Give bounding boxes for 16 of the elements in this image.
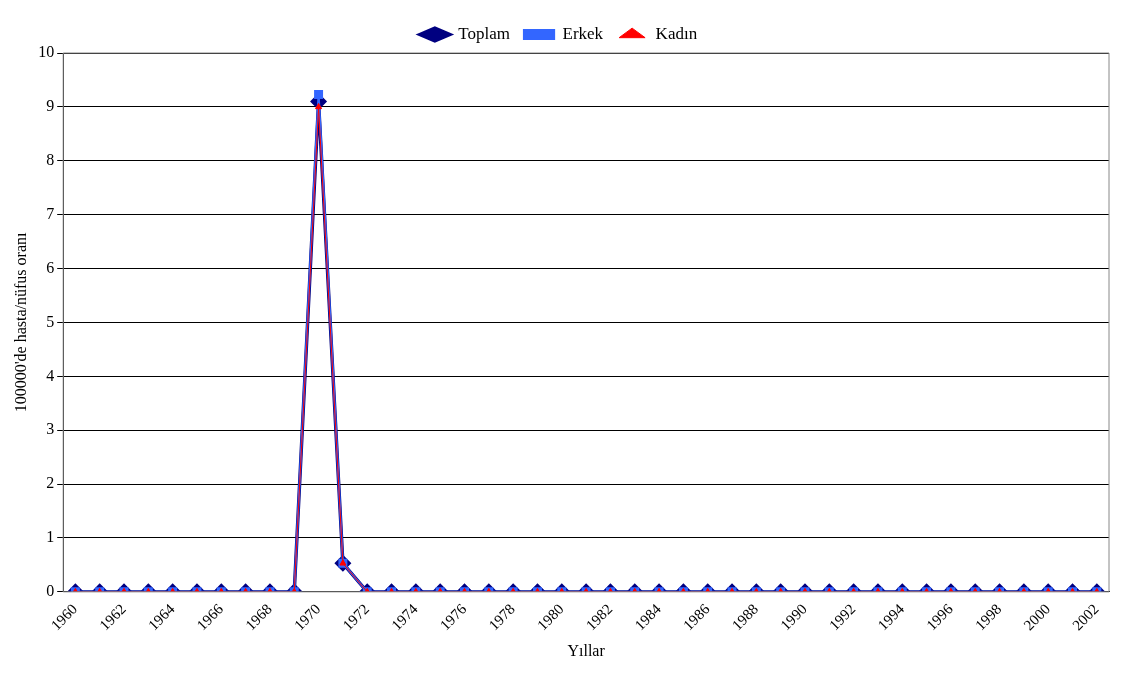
y-tick-label: 9 — [46, 97, 55, 115]
y-tick-label: 7 — [46, 204, 55, 222]
y-tick-label: 2 — [46, 474, 55, 492]
x-axis-title: Yıllar — [567, 641, 606, 659]
y-tick-label: 3 — [46, 420, 55, 438]
y-tick-label: 6 — [46, 258, 55, 276]
legend-label: Kadın — [655, 23, 698, 43]
legend-label: Toplam — [458, 23, 511, 43]
y-tick-label: 8 — [46, 150, 55, 168]
y-axis-title: 100000'de hasta/nüfus oranı — [11, 232, 29, 413]
y-tick-label: 5 — [46, 312, 55, 330]
y-tick-label: 4 — [46, 366, 55, 384]
y-tick-label: 1 — [46, 528, 55, 546]
y-tick-label: 0 — [46, 582, 55, 600]
y-tick-label: 10 — [38, 43, 55, 61]
legend-label: Erkek — [562, 23, 604, 43]
